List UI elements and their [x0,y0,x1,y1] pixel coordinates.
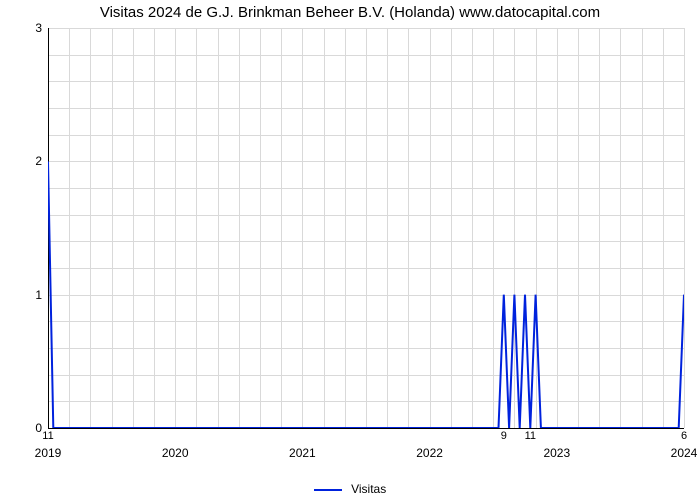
point-label: 9 [501,430,507,442]
x-year-label: 2023 [543,446,570,460]
chart-title: Visitas 2024 de G.J. Brinkman Beheer B.V… [0,4,700,21]
x-year-label: 2024 [671,446,698,460]
x-year-label: 2021 [289,446,316,460]
point-label: 6 [681,430,687,442]
visitas-line [48,161,684,428]
legend-swatch [314,489,342,491]
chart-container: { "chart": { "type": "line", "title": "V… [0,0,700,500]
legend-label: Visitas [351,482,386,496]
series-line-layer [48,28,684,428]
legend: Visitas [0,482,700,496]
point-label: 11 [525,430,536,442]
y-tick-label: 2 [35,154,42,168]
x-year-label: 2022 [416,446,443,460]
x-year-label: 2019 [35,446,62,460]
grid-v [684,28,685,428]
y-tick-label: 0 [35,421,42,435]
x-axis [48,428,684,429]
point-label: 11 [42,430,53,442]
plot-area: 0123201920202021202220232024119116 [48,28,684,428]
x-year-label: 2020 [162,446,189,460]
y-tick-label: 1 [35,288,42,302]
y-tick-label: 3 [35,21,42,35]
